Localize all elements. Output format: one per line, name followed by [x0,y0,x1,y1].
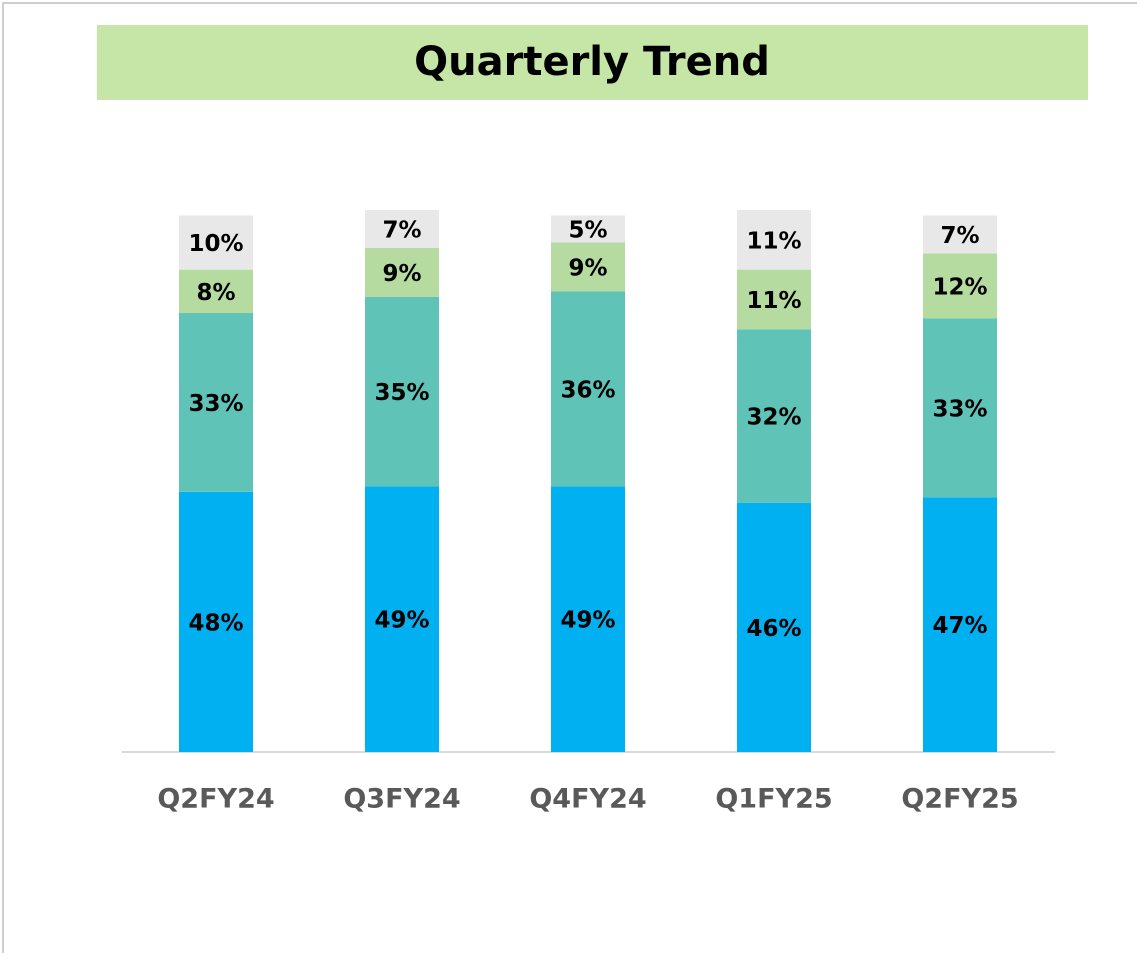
bar-segment [365,486,439,752]
bar-segment [737,210,811,270]
x-tick-label: Q2FY24 [157,784,274,815]
data-label: 33% [188,391,243,417]
bar-segment [551,486,625,752]
title-banner [97,25,1088,100]
data-label: 47% [932,613,987,639]
data-label: 49% [560,608,615,634]
data-label: 7% [382,217,421,243]
chart-title: Quarterly Trend [414,39,770,85]
bar-segment [179,215,253,270]
bar-segment [737,269,811,330]
data-label: 36% [560,377,615,403]
data-label: 7% [940,223,979,249]
data-label: 9% [568,255,607,281]
bar-segment [551,215,625,243]
bar-segment [365,296,439,487]
bar-segment [551,291,625,487]
data-label: 33% [932,396,987,422]
x-tick-label: Q3FY24 [343,784,460,815]
bar-segment [365,210,439,248]
bar-segment [923,253,997,319]
bar-segment [923,497,997,752]
bar-segment [179,312,253,492]
data-label: 5% [568,217,607,243]
data-label: 8% [196,280,235,306]
bar-segment [923,215,997,254]
data-label: 10% [188,231,243,257]
data-label: 12% [932,274,987,300]
bar-segment [179,491,253,752]
data-label: 48% [188,610,243,636]
data-label: 11% [746,228,801,254]
data-label: 32% [746,404,801,430]
data-label: 46% [746,616,801,642]
data-label: 9% [382,261,421,287]
data-label: 11% [746,288,801,314]
bar-segment [923,318,997,498]
data-label: 35% [374,380,429,406]
x-tick-label: Q4FY24 [529,784,646,815]
bar-segment [179,269,253,313]
bar-segment [737,329,811,503]
bar-segment [551,242,625,292]
x-tick-label: Q1FY25 [715,784,832,815]
bar-segment [737,502,811,752]
bar-segment [365,247,439,297]
x-tick-label: Q2FY25 [901,784,1018,815]
data-label: 49% [374,608,429,634]
